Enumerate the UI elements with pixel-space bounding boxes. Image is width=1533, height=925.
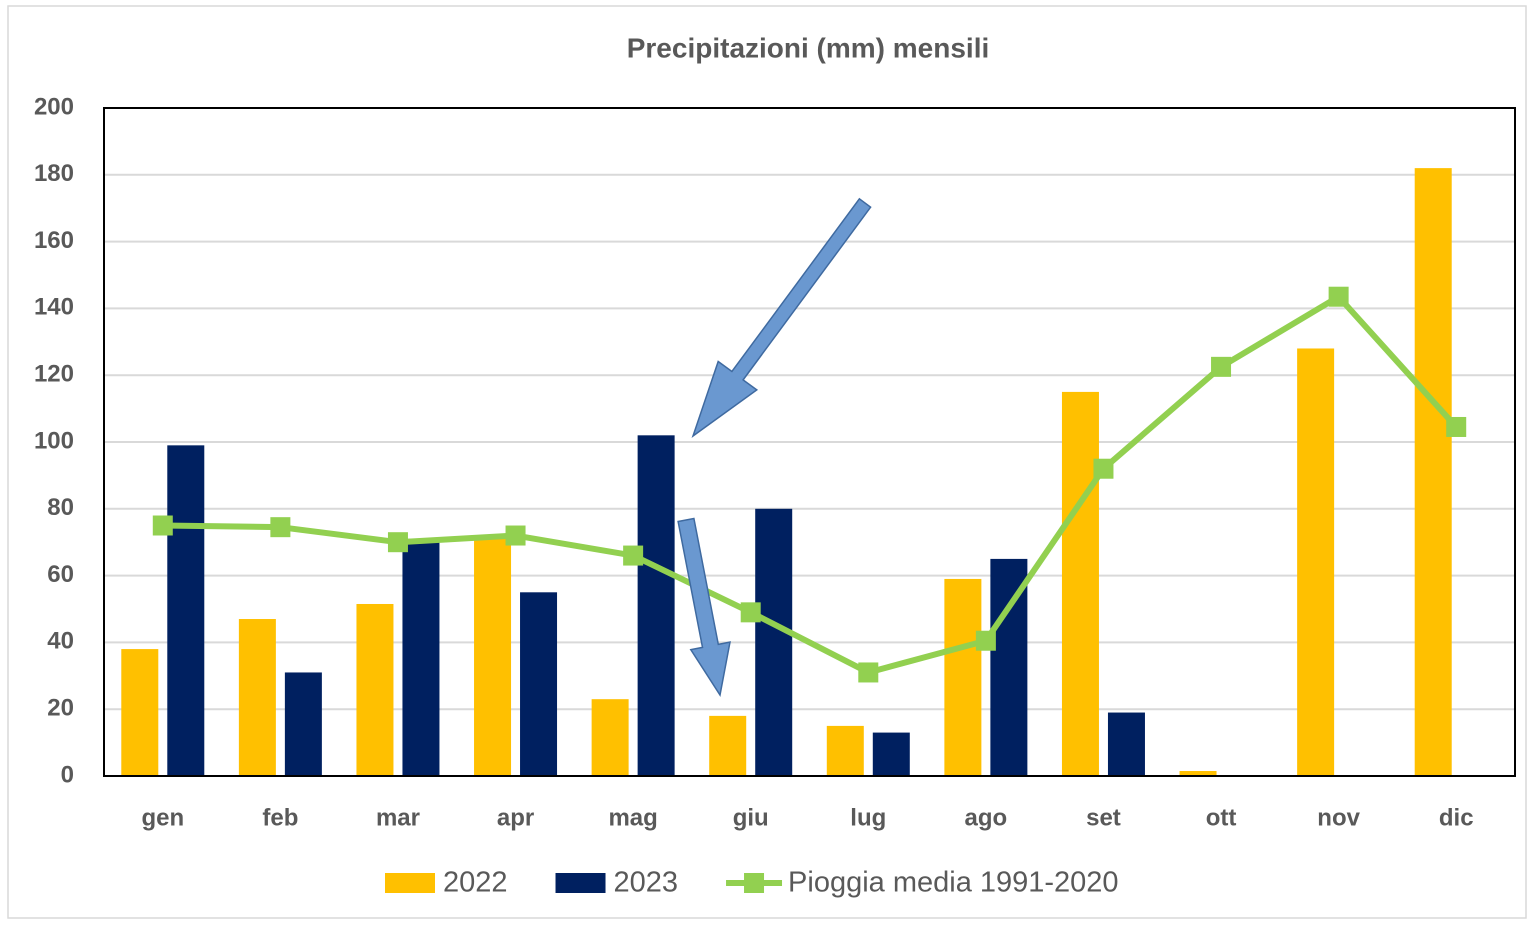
bar — [709, 715, 747, 776]
bar — [990, 558, 1028, 776]
x-tick-label: giu — [733, 804, 769, 831]
y-tick-label: 120 — [34, 361, 74, 388]
line-marker — [1328, 286, 1349, 307]
chart-title: Precipitazioni (mm) mensili — [627, 32, 990, 63]
line-marker — [1093, 458, 1114, 479]
y-tick-label: 180 — [34, 160, 74, 187]
line-marker — [270, 517, 291, 538]
bar — [1179, 770, 1217, 776]
y-tick-label: 80 — [47, 494, 74, 521]
line-marker — [623, 545, 644, 566]
line-marker — [505, 525, 526, 546]
bar — [402, 538, 440, 776]
bar — [284, 672, 322, 776]
line-marker — [975, 630, 996, 651]
bar — [1061, 391, 1099, 776]
x-tick-label: gen — [141, 804, 184, 831]
bar — [1107, 712, 1145, 776]
legend-swatch — [744, 873, 765, 893]
bar — [520, 592, 558, 776]
bar — [238, 619, 276, 776]
bar — [1414, 168, 1452, 776]
bar — [872, 732, 910, 776]
x-tick-label: ott — [1206, 804, 1237, 831]
y-tick-label: 0 — [61, 761, 74, 788]
plot-border — [103, 107, 1516, 777]
x-tick-label: feb — [262, 804, 298, 831]
x-tick-label: nov — [1317, 804, 1360, 831]
x-tick-label: set — [1086, 804, 1121, 831]
bar — [1297, 348, 1335, 776]
bar — [591, 699, 629, 776]
grid: 0 20 40 60 80 100 120 140 160 180 200 gen feb mar apr m… — [34, 93, 1515, 831]
bar — [167, 445, 205, 776]
y-tick-label: 160 — [34, 227, 74, 254]
bar — [944, 578, 982, 776]
bar — [474, 538, 512, 776]
line-marker — [1211, 356, 1232, 377]
bar — [755, 508, 793, 776]
line-marker — [387, 532, 408, 553]
legend-swatch — [385, 873, 435, 893]
bar — [826, 725, 864, 776]
chart-frame — [7, 5, 1527, 919]
legend-label: Pioggia media 1991-2020 — [788, 867, 1119, 899]
y-tick-label: 20 — [47, 695, 74, 722]
y-tick-label: 100 — [34, 427, 74, 454]
x-tick-label: dic — [1439, 804, 1474, 831]
y-tick-label: 60 — [47, 561, 74, 588]
line-marker — [152, 515, 173, 536]
y-tick-label: 140 — [34, 294, 74, 321]
x-tick-label: mar — [376, 804, 420, 831]
bar — [637, 435, 675, 776]
legend-swatch — [555, 873, 606, 893]
bar — [356, 603, 394, 776]
line — [162, 293, 1459, 676]
x-tick-label: apr — [497, 804, 534, 831]
y-tick-label: 40 — [47, 628, 74, 655]
marks — [121, 168, 1467, 776]
legend-label: 2023 — [614, 867, 679, 899]
x-tick-label: mag — [608, 804, 657, 831]
x-tick-label: ago — [965, 804, 1008, 831]
x-tick-label: lug — [850, 804, 886, 831]
line-marker — [1446, 416, 1467, 437]
legend-label: 2022 — [443, 867, 508, 899]
y-tick-label: 200 — [34, 93, 74, 120]
annotation-arrow — [691, 197, 872, 438]
line-marker — [740, 602, 761, 623]
legend: 2022 2023 Pioggia media 1991-2020 — [385, 867, 1119, 899]
line-marker — [858, 662, 879, 683]
annotation-arrow — [677, 517, 731, 697]
bar — [121, 649, 159, 776]
